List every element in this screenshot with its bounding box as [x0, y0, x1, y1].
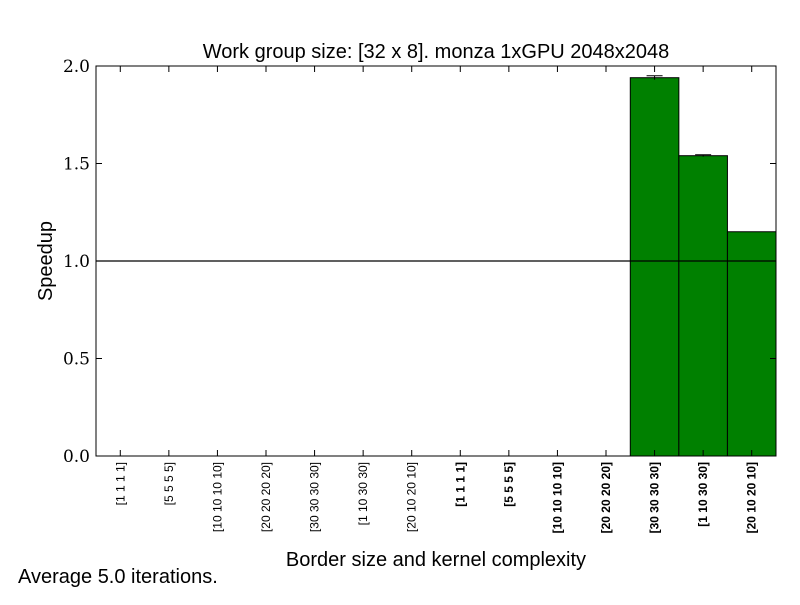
- x-tick-label: [1 10 30 30]: [696, 462, 710, 527]
- y-tick-label: 0.5: [63, 350, 90, 370]
- axis-ticks: [96, 65, 776, 457]
- x-tick-label: [10 10 10 10]: [550, 462, 564, 533]
- y-tick-label: 1.0: [63, 252, 90, 272]
- x-tick-label: [20 10 20 10]: [745, 462, 759, 533]
- y-tick-label: 2.0: [63, 57, 90, 77]
- plot-area: [96, 75, 777, 457]
- x-tick-label: [5 5 5 5]: [162, 462, 176, 505]
- x-tick-label: [20 10 20 10]: [405, 462, 419, 532]
- x-tick-label: [5 5 5 5]: [502, 462, 516, 507]
- bar: [678, 155, 728, 457]
- y-tick-label: 1.5: [63, 155, 90, 175]
- x-tick-label: [10 10 10 10]: [210, 462, 224, 532]
- x-tick-label: [20 20 20 20]: [599, 462, 613, 533]
- x-tick-label: [1 1 1 1]: [453, 462, 467, 507]
- bar: [726, 231, 777, 457]
- iterations-note: Average 5.0 iterations.: [18, 566, 218, 588]
- x-tick-label: [1 1 1 1]: [113, 462, 127, 505]
- x-tick-label: [20 20 20 20]: [259, 462, 273, 532]
- x-tick-label: [1 10 30 30]: [356, 462, 370, 525]
- x-tick-label: [30 30 30 30]: [308, 462, 322, 532]
- x-tick-label: [30 30 30 30]: [648, 462, 662, 533]
- bar: [629, 77, 680, 457]
- chart-title: Work group size: [32 x 8]. monza 1xGPU 2…: [203, 41, 670, 63]
- y-tick-label: 0.0: [63, 447, 90, 467]
- x-axis-label: Border size and kernel complexity: [286, 549, 586, 571]
- y-axis-label: Speedup: [35, 221, 57, 301]
